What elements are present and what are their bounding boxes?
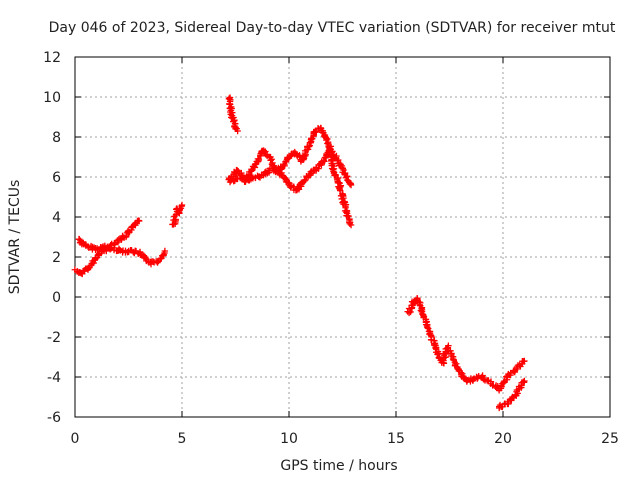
y-tick-label: 0 bbox=[52, 290, 61, 306]
data-point bbox=[305, 143, 313, 150]
data-point bbox=[234, 127, 241, 135]
series-arc-4-lower bbox=[226, 145, 355, 229]
data-points bbox=[71, 94, 528, 412]
x-axis-title: GPS time / hours bbox=[280, 458, 397, 474]
data-point bbox=[160, 251, 167, 258]
data-point bbox=[424, 324, 431, 331]
data-point bbox=[123, 232, 130, 240]
grid bbox=[75, 57, 610, 417]
data-point bbox=[432, 344, 439, 352]
plot-frame bbox=[74, 56, 611, 418]
series-arc-1-upper bbox=[75, 235, 169, 268]
data-point bbox=[242, 178, 249, 185]
y-tick-label: -6 bbox=[47, 410, 61, 426]
y-tick-label: 2 bbox=[52, 250, 61, 266]
data-point bbox=[500, 379, 507, 386]
y-tick-label: 6 bbox=[52, 170, 61, 186]
data-point bbox=[301, 177, 308, 184]
y-tick-label: 8 bbox=[52, 130, 61, 146]
x-tick-label: 15 bbox=[387, 431, 405, 447]
series-arc-1-lower bbox=[71, 217, 143, 278]
data-point bbox=[161, 247, 169, 255]
data-point bbox=[521, 377, 528, 385]
data-point bbox=[324, 140, 331, 147]
data-point bbox=[347, 181, 355, 189]
series-arc-5 bbox=[404, 294, 528, 394]
data-point bbox=[124, 227, 132, 235]
data-point bbox=[231, 116, 238, 124]
x-tick-label: 10 bbox=[280, 431, 298, 447]
data-point bbox=[104, 243, 111, 250]
data-point bbox=[347, 221, 355, 229]
data-point bbox=[248, 167, 256, 174]
x-tick-label: 20 bbox=[494, 431, 512, 447]
data-point bbox=[178, 201, 186, 209]
series-arc-2 bbox=[169, 201, 186, 228]
y-tick-label: 4 bbox=[52, 210, 61, 226]
data-point bbox=[136, 217, 143, 225]
y-tick-label: -4 bbox=[47, 370, 61, 386]
y-tick-label: -2 bbox=[47, 330, 61, 346]
data-point bbox=[346, 180, 354, 188]
axis-ticks: 0 5 10 15 20 25 -6 -4 -2 0 2 4 6 8 10 12 bbox=[43, 50, 619, 447]
y-tick-label: 12 bbox=[43, 50, 61, 66]
series-arc-3 bbox=[225, 94, 241, 135]
data-point bbox=[407, 308, 414, 316]
data-point bbox=[521, 357, 528, 365]
data-point bbox=[480, 376, 488, 383]
data-point bbox=[285, 179, 292, 186]
chart-title: Day 046 of 2023, Sidereal Day-to-day VTE… bbox=[49, 20, 616, 36]
x-tick-label: 0 bbox=[71, 431, 80, 447]
data-point bbox=[517, 382, 525, 389]
x-tick-label: 25 bbox=[601, 431, 619, 447]
data-point bbox=[417, 307, 425, 314]
series-arc-6 bbox=[496, 377, 528, 412]
x-tick-label: 5 bbox=[178, 431, 187, 447]
data-point bbox=[251, 161, 259, 168]
data-point bbox=[346, 220, 353, 227]
y-axis-title: SDTVAR / TECUs bbox=[7, 180, 23, 295]
y-tick-label: 10 bbox=[43, 90, 61, 106]
data-point bbox=[226, 95, 233, 102]
